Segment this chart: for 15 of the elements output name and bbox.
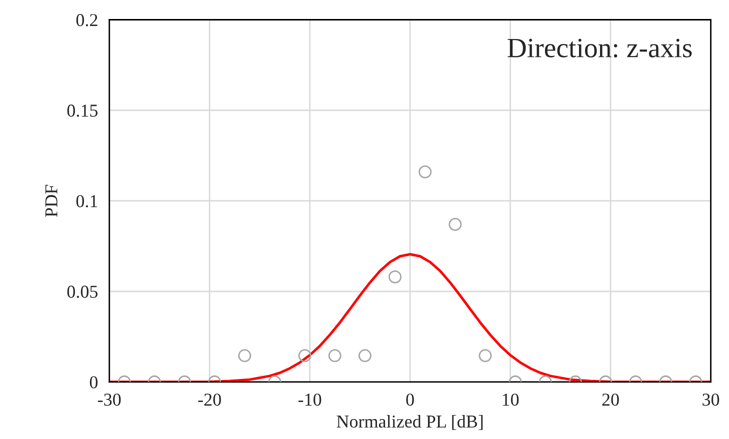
x-tick-label: 20 [602, 394, 619, 406]
y-tick-label: 0 [90, 376, 98, 388]
y-tick-label: 0.2 [76, 14, 98, 26]
x-tick-label: 10 [502, 394, 519, 406]
y-axis-title: PDF [45, 184, 58, 217]
x-tick-label: -10 [298, 394, 322, 406]
x-axis-title: Normalized PL [dB] [336, 414, 483, 430]
y-tick-label: 0.05 [67, 286, 98, 298]
y-tick-label: 0.15 [67, 104, 98, 117]
y-tick-label: 0.1 [76, 195, 98, 208]
x-tick-label: 0 [406, 394, 414, 406]
annotation: Direction: z-axis [508, 38, 692, 58]
x-tick-label: -20 [198, 394, 221, 406]
x-tick-label: 30 [702, 394, 720, 406]
x-tick-label: -30 [98, 394, 121, 406]
